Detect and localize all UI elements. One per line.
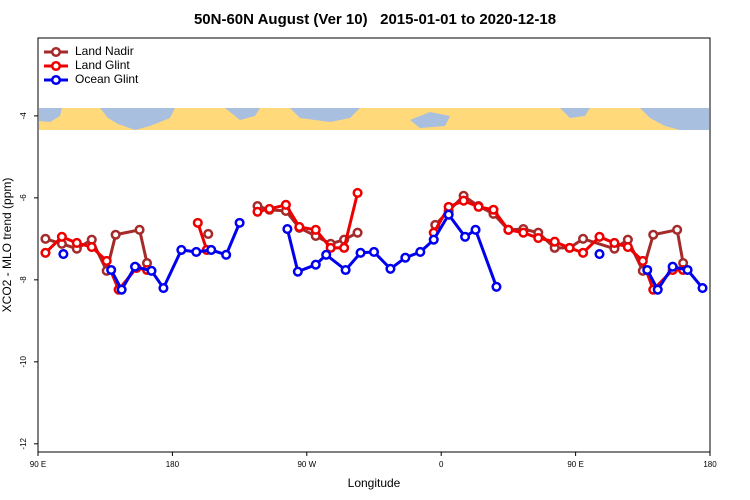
data-point	[460, 231, 471, 242]
data-point	[203, 228, 214, 239]
legend-marker	[50, 74, 62, 86]
data-point	[40, 233, 51, 244]
data-point	[146, 265, 157, 276]
data-point	[642, 264, 653, 276]
data-point	[488, 204, 499, 215]
data-point	[648, 229, 659, 240]
data-point	[470, 224, 481, 235]
data-point	[340, 264, 351, 276]
data-point	[415, 246, 426, 258]
data-point	[443, 201, 454, 212]
y-tick-label: -4	[19, 112, 28, 120]
data-point	[282, 223, 293, 235]
y-axis-label: XCO2 - MLO trend (ppm)	[0, 178, 14, 313]
data-point	[310, 259, 321, 270]
x-tick-label: 180	[703, 460, 717, 469]
data-point	[58, 248, 69, 260]
data-point	[355, 247, 366, 258]
legend-marker	[50, 60, 62, 72]
data-point	[533, 232, 544, 244]
x-tick-label: 90 E	[567, 460, 583, 469]
plot-frame	[37, 37, 711, 453]
data-point	[428, 234, 439, 245]
data-point	[280, 199, 291, 210]
data-point	[101, 255, 112, 267]
data-point	[458, 195, 469, 206]
data-point	[71, 237, 82, 249]
data-point	[221, 249, 232, 260]
data-point	[518, 227, 529, 238]
x-tick-label: 90 W	[297, 460, 316, 469]
data-point	[292, 266, 303, 277]
data-point	[682, 264, 693, 276]
data-point	[564, 242, 575, 253]
x-tick-label: 0	[439, 460, 444, 469]
data-point	[385, 263, 396, 274]
data-point	[352, 227, 363, 238]
series-line	[44, 192, 684, 292]
data-point	[116, 284, 127, 295]
data-point	[594, 231, 605, 242]
y-tick-label: -6	[19, 194, 28, 202]
data-point	[368, 246, 380, 258]
x-tick-label: 180	[166, 460, 180, 469]
map-strip	[39, 108, 709, 130]
data-point	[158, 282, 169, 294]
data-point	[321, 249, 332, 260]
data-point	[310, 224, 321, 235]
data-point	[667, 261, 678, 272]
data-point	[549, 236, 560, 247]
x-tick-label: 90 E	[30, 460, 46, 469]
data-point	[176, 244, 187, 255]
legend-label: Land Nadir	[75, 44, 134, 58]
data-point	[110, 229, 121, 240]
y-tick-label: -8	[19, 276, 28, 284]
data-point	[134, 224, 145, 235]
data-point	[622, 241, 633, 253]
data-point	[578, 247, 589, 258]
chart-title: 50N-60N August (Ver 10) 2015-01-01 to 20…	[194, 11, 556, 28]
x-axis-label: Longitude	[348, 476, 401, 490]
data-point	[325, 242, 336, 253]
data-point	[652, 284, 663, 295]
data-point	[56, 231, 67, 242]
legend-label: Land Glint	[75, 58, 130, 72]
data-point	[697, 282, 708, 294]
y-tick-label: -10	[19, 355, 28, 367]
legend-marker	[50, 46, 62, 58]
data-point	[252, 206, 263, 217]
data-point	[578, 233, 589, 244]
data-point	[206, 244, 217, 255]
legend-label: Ocean Glint	[75, 72, 139, 86]
data-point	[352, 187, 363, 198]
data-point	[40, 247, 51, 258]
data-point	[264, 203, 275, 214]
data-point	[400, 252, 411, 263]
data-point	[473, 201, 484, 212]
data-point	[443, 209, 454, 220]
y-tick-label: -12	[19, 437, 28, 449]
data-point	[637, 255, 648, 267]
data-point	[192, 217, 203, 228]
data-point	[491, 281, 502, 292]
data-point	[191, 246, 202, 258]
data-point	[294, 221, 305, 233]
data-point	[86, 241, 97, 253]
data-point	[609, 237, 620, 249]
data-point	[672, 224, 683, 235]
data-point	[503, 224, 514, 235]
data-point	[594, 248, 605, 260]
data-point	[106, 264, 117, 276]
data-point	[130, 261, 141, 272]
data-point	[234, 217, 245, 228]
data-point	[339, 242, 350, 253]
